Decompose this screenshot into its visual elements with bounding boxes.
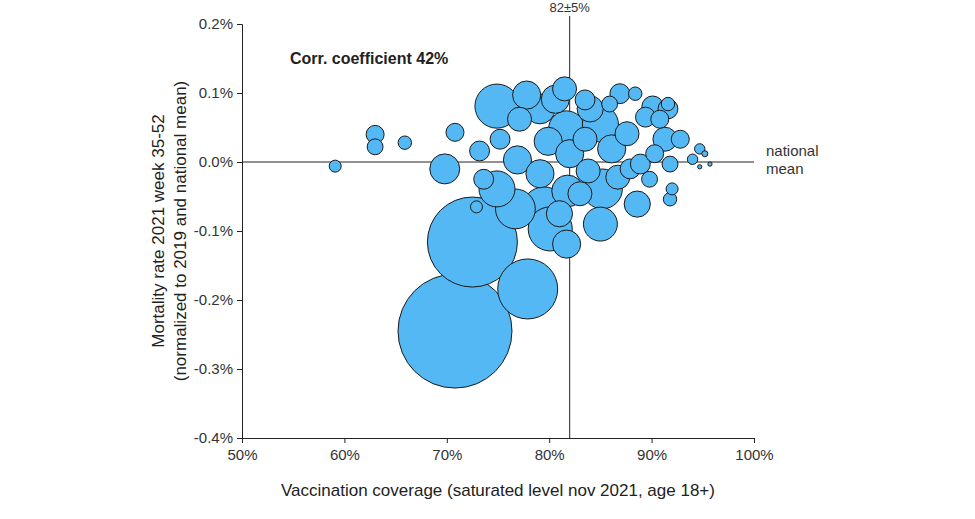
x-axis: 50% 60% 70% 80% 90% 100%: [227, 438, 773, 463]
bubble: [568, 182, 592, 206]
label-line: national: [766, 142, 819, 159]
bubble: [553, 77, 577, 101]
bubbles: [329, 77, 712, 388]
y-tick-mark: [237, 162, 242, 163]
plot: 50% 60% 70% 80% 90% 100% -0.4% -0.3% -0.2% -0.1% 0…: [194, 0, 819, 463]
bubble: [470, 141, 490, 161]
bubble: [615, 122, 639, 146]
bubble: [446, 123, 464, 141]
bubble: [398, 274, 512, 388]
y-tick-label: -0.4%: [194, 429, 233, 446]
bubble: [573, 127, 597, 151]
label-line: mean: [766, 160, 804, 177]
bubble: [602, 96, 618, 112]
bubble: [498, 259, 558, 319]
bubble: [662, 156, 678, 172]
bubble: [687, 154, 697, 164]
bubble: [666, 183, 678, 195]
y-tick-label: -0.3%: [194, 360, 233, 377]
y-tick: 0.1%: [199, 84, 242, 101]
bubble: [398, 136, 411, 149]
bubble: [651, 110, 669, 128]
x-tick: 70%: [432, 438, 462, 463]
x-tick-mark: [652, 438, 653, 443]
bubble: [430, 154, 460, 184]
bubble: [508, 107, 532, 131]
bubble: [367, 139, 383, 155]
x-tick-label: 80%: [535, 446, 565, 463]
y-tick: 0.0%: [199, 153, 242, 170]
bubble: [583, 207, 617, 241]
y-tick: -0.4%: [194, 429, 242, 446]
y-tick-label: -0.1%: [194, 222, 233, 239]
x-tick-mark: [344, 438, 345, 443]
x-tick: 90%: [637, 438, 667, 463]
y-tick-mark: [237, 231, 242, 232]
y-tick-label: 0.2%: [199, 15, 233, 32]
x-tick-mark: [754, 438, 755, 443]
bubble: [624, 191, 650, 217]
bubble: [553, 230, 581, 258]
bubble: [642, 171, 658, 187]
bubble: [698, 165, 702, 169]
x-axis-title: Vaccination coverage (saturated level no…: [281, 481, 715, 500]
y-tick: 0.2%: [199, 15, 242, 32]
x-tick-label: 100%: [735, 446, 773, 463]
y-axis-line: [237, 25, 243, 439]
x-tick-label: 50%: [227, 446, 257, 463]
bubble: [629, 87, 642, 100]
y-tick-label: 0.0%: [199, 153, 233, 170]
bubble: [513, 81, 541, 109]
coverage-label: 82±5%: [549, 0, 590, 15]
bubble: [470, 201, 482, 213]
x-tick-label: 60%: [330, 446, 360, 463]
bubble: [576, 159, 600, 183]
chart: 50% 60% 70% 80% 90% 100% -0.4% -0.3% -0.2% -0.1% 0…: [0, 0, 975, 519]
x-axis-line: [243, 439, 755, 444]
x-tick-mark: [447, 438, 448, 443]
y-tick-label: -0.2%: [194, 291, 233, 308]
national-mean-label: nationalmean: [766, 142, 819, 177]
x-tick-label: 90%: [637, 446, 667, 463]
x-tick: 80%: [535, 438, 565, 463]
bubble: [671, 130, 689, 148]
bubble: [708, 162, 712, 166]
x-tick: 60%: [330, 438, 360, 463]
y-tick: -0.3%: [194, 360, 242, 377]
y-axis: -0.4% -0.3% -0.2% -0.1% 0.0% 0.1% 0.2%: [194, 15, 243, 446]
bubble: [575, 90, 595, 110]
y-tick-label: 0.1%: [199, 84, 233, 101]
bubble: [646, 145, 664, 163]
annotation: Corr. coefficient 42%: [290, 50, 448, 67]
y-axis-title: Mortality rate 2021 week 35-52: [149, 114, 168, 347]
bubble: [526, 160, 554, 188]
bubble: [661, 97, 674, 110]
y-tick-mark: [237, 93, 242, 94]
y-tick: -0.1%: [194, 222, 242, 239]
y-tick-mark: [237, 369, 242, 370]
x-tick-mark: [549, 438, 550, 443]
y-axis-title: (normalized to 2019 and national mean): [171, 81, 190, 382]
y-tick-mark: [237, 24, 242, 25]
y-tick-mark: [237, 300, 242, 301]
bubble: [329, 160, 341, 172]
bubble: [546, 201, 572, 227]
x-tick: 100%: [735, 438, 773, 463]
bubble: [702, 151, 708, 157]
bubble: [490, 129, 510, 149]
bubble: [474, 169, 494, 189]
x-tick-label: 70%: [432, 446, 462, 463]
y-tick-mark: [237, 438, 242, 439]
y-tick: -0.2%: [194, 291, 242, 308]
